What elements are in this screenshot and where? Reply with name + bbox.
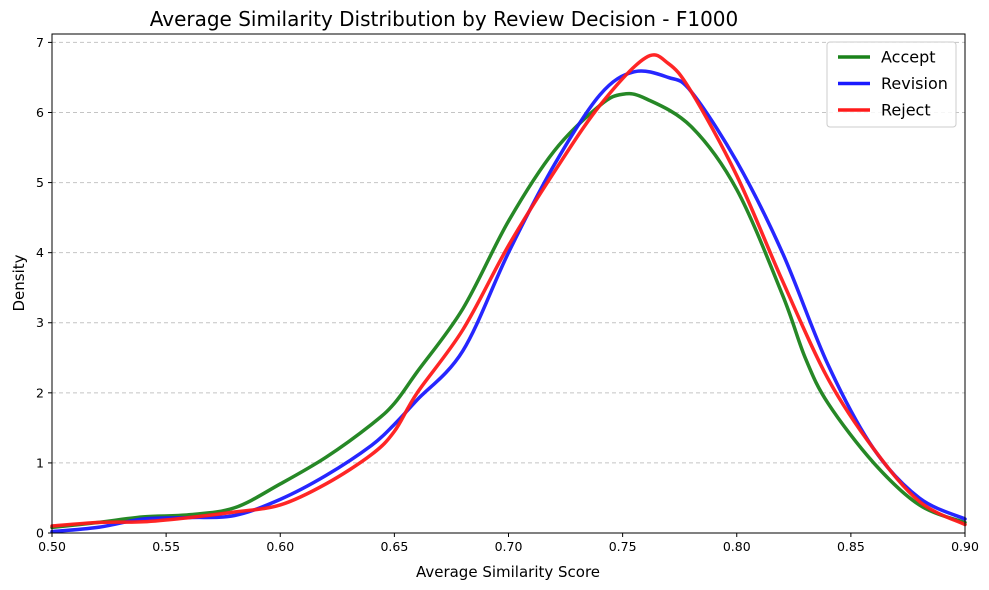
y-tick-label: 1 — [36, 455, 44, 470]
x-tick-label: 0.80 — [723, 539, 751, 554]
legend: Accept Revision Reject — [826, 41, 957, 128]
legend-label-accept: Accept — [881, 48, 936, 67]
chart-title: Average Similarity Distribution by Revie… — [150, 7, 739, 31]
y-axis-ticks: 0 1 2 3 4 5 6 7 — [36, 35, 52, 541]
y-axis-label: Density — [10, 254, 28, 311]
x-tick-label: 0.65 — [380, 539, 408, 554]
series-line-accept — [50, 91, 967, 530]
y-tick-label: 7 — [36, 35, 44, 50]
series-lines — [50, 53, 967, 534]
y-tick-label: 0 — [36, 526, 44, 541]
x-tick-label: 0.55 — [152, 539, 180, 554]
y-tick-label: 3 — [36, 315, 44, 330]
y-tick-label: 6 — [36, 105, 44, 120]
x-axis-ticks: 0.50 0.55 0.60 0.65 0.70 0.75 0.80 0.85 0.90 — [38, 533, 979, 554]
x-tick-label: 0.85 — [837, 539, 865, 554]
legend-label-revision: Revision — [881, 74, 948, 93]
x-tick-label: 0.75 — [609, 539, 637, 554]
legend-label-reject: Reject — [881, 101, 931, 120]
y-tick-label: 4 — [36, 245, 44, 260]
x-tick-label: 0.70 — [495, 539, 523, 554]
y-tick-label: 5 — [36, 175, 44, 190]
series-line-reject — [50, 53, 967, 528]
x-tick-label: 0.90 — [951, 539, 979, 554]
x-tick-label: 0.50 — [38, 539, 66, 554]
x-tick-label: 0.60 — [266, 539, 294, 554]
x-axis-label: Average Similarity Score — [416, 563, 600, 581]
y-tick-label: 2 — [36, 385, 44, 400]
legend-box — [826, 41, 957, 128]
